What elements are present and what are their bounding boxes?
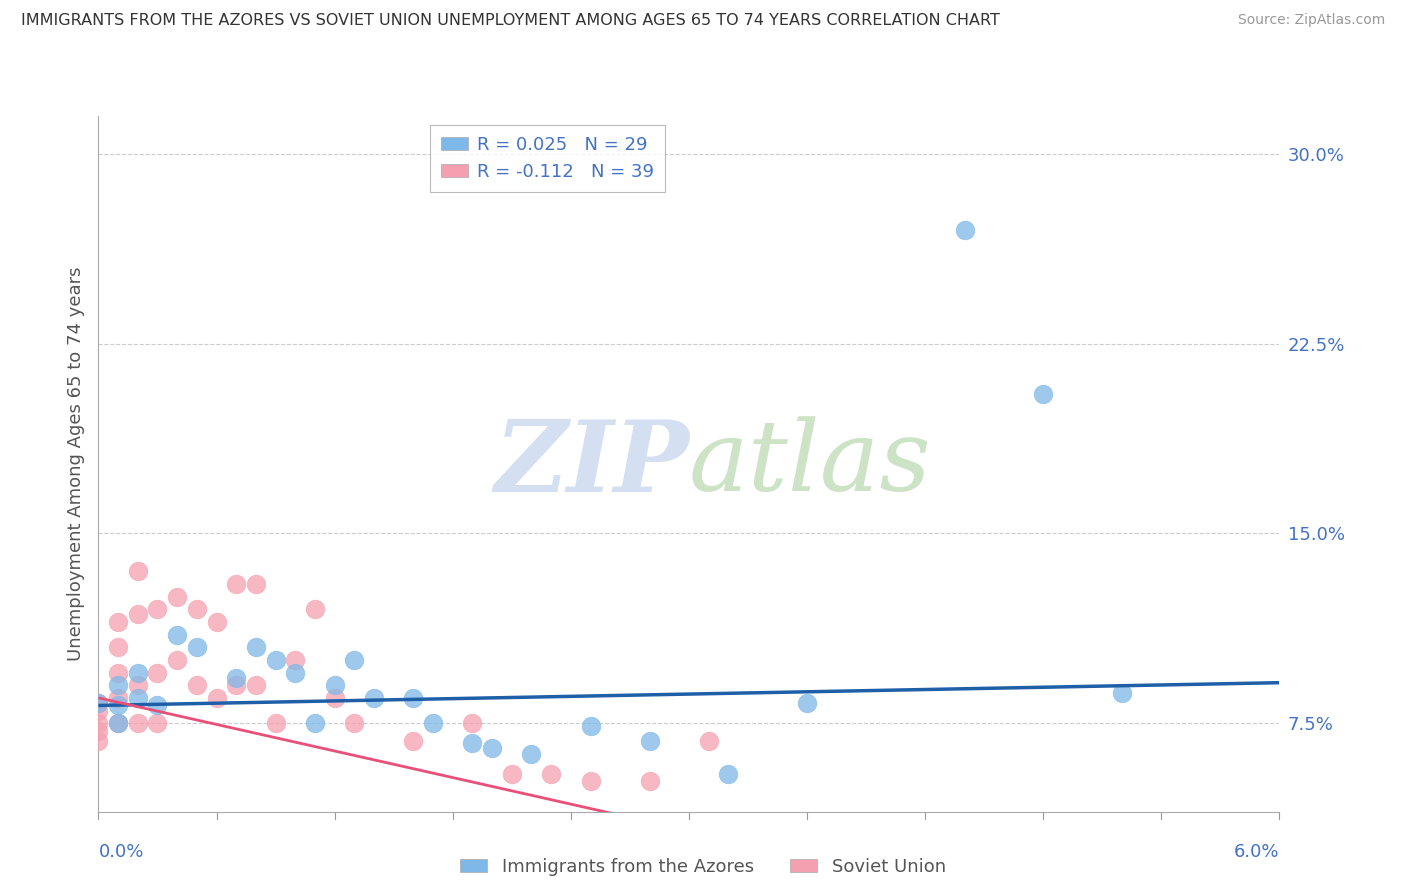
Point [304, 716, 326, 731]
Point [579, 774, 602, 789]
Legend: Immigrants from the Azores, Soviet Union: Immigrants from the Azores, Soviet Union [453, 851, 953, 883]
Point [87, 723, 110, 738]
Point [205, 690, 228, 705]
Point [796, 696, 818, 710]
Point [107, 690, 129, 705]
Point [363, 690, 385, 705]
Text: Source: ZipAtlas.com: Source: ZipAtlas.com [1237, 13, 1385, 28]
Point [323, 678, 346, 692]
Point [127, 690, 149, 705]
Text: ZIP: ZIP [494, 416, 689, 512]
Point [402, 734, 425, 748]
Point [127, 665, 149, 680]
Text: 6.0%: 6.0% [1234, 843, 1279, 861]
Point [146, 665, 169, 680]
Point [107, 716, 129, 731]
Point [225, 678, 247, 692]
Point [461, 736, 484, 750]
Point [225, 577, 247, 591]
Point [127, 678, 149, 692]
Legend: R = 0.025   N = 29, R = -0.112   N = 39: R = 0.025 N = 29, R = -0.112 N = 39 [430, 125, 665, 192]
Point [166, 627, 188, 641]
Point [304, 602, 326, 616]
Point [1111, 686, 1133, 700]
Point [166, 653, 188, 667]
Point [107, 716, 129, 731]
Point [107, 640, 129, 655]
Point [87, 696, 110, 710]
Point [1032, 387, 1054, 401]
Point [638, 734, 661, 748]
Point [127, 716, 149, 731]
Point [87, 696, 110, 710]
Point [520, 747, 543, 761]
Point [87, 734, 110, 748]
Point [323, 690, 346, 705]
Text: 0.0%: 0.0% [98, 843, 143, 861]
Point [107, 678, 129, 692]
Point [146, 716, 169, 731]
Point [284, 653, 307, 667]
Text: IMMIGRANTS FROM THE AZORES VS SOVIET UNION UNEMPLOYMENT AMONG AGES 65 TO 74 YEAR: IMMIGRANTS FROM THE AZORES VS SOVIET UNI… [21, 13, 1000, 29]
Point [717, 766, 740, 780]
Point [87, 716, 110, 731]
Point [343, 653, 366, 667]
Point [697, 734, 720, 748]
Point [638, 774, 661, 789]
Point [501, 766, 523, 780]
Point [146, 698, 169, 713]
Y-axis label: Unemployment Among Ages 65 to 74 years: Unemployment Among Ages 65 to 74 years [66, 267, 84, 661]
Point [245, 678, 267, 692]
Point [343, 716, 366, 731]
Point [264, 716, 287, 731]
Point [127, 607, 149, 622]
Point [402, 690, 425, 705]
Point [146, 602, 169, 616]
Point [186, 678, 208, 692]
Point [540, 766, 562, 780]
Point [107, 615, 129, 629]
Point [422, 716, 444, 731]
Point [953, 223, 976, 237]
Point [166, 590, 188, 604]
Point [461, 716, 484, 731]
Point [127, 565, 149, 579]
Point [87, 704, 110, 718]
Point [481, 741, 503, 756]
Point [264, 653, 287, 667]
Point [225, 671, 247, 685]
Text: atlas: atlas [689, 417, 932, 511]
Point [107, 698, 129, 713]
Point [245, 640, 267, 655]
Point [284, 665, 307, 680]
Point [245, 577, 267, 591]
Point [579, 719, 602, 733]
Point [186, 602, 208, 616]
Point [205, 615, 228, 629]
Point [107, 665, 129, 680]
Point [186, 640, 208, 655]
